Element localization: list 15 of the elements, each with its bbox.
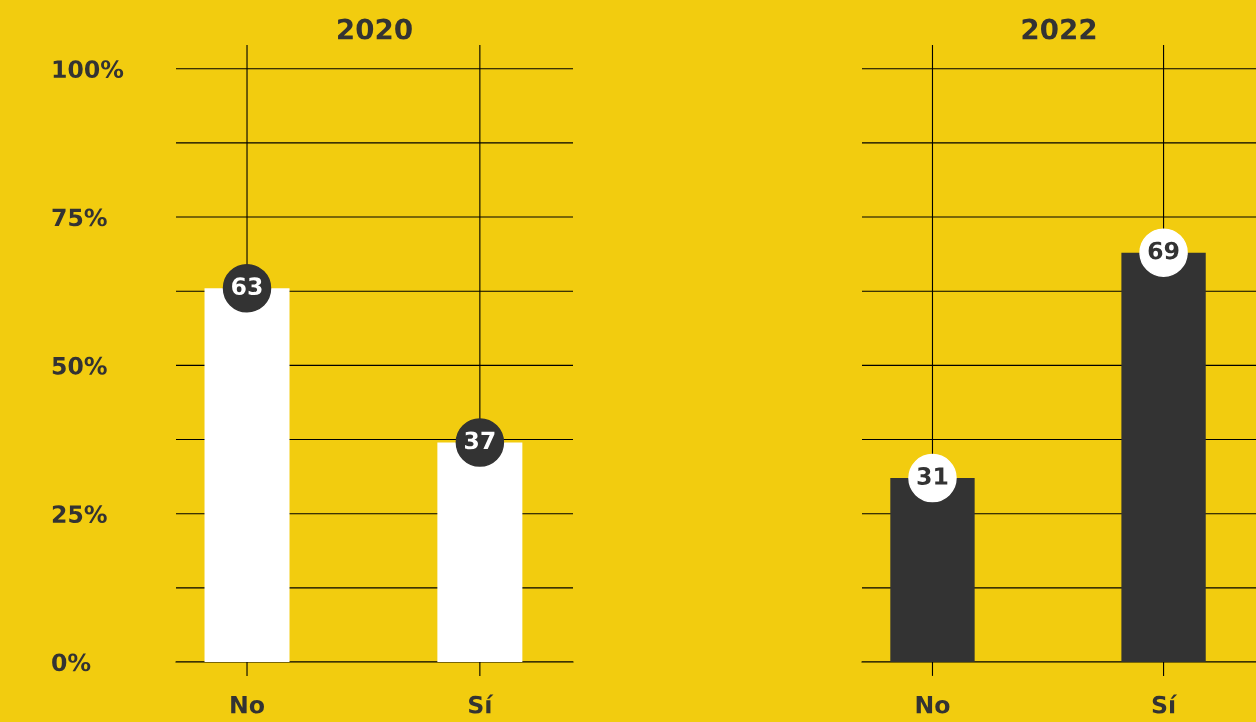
y-tick-label: 0% [52,653,91,672]
y-tick-label: 75% [52,208,107,227]
data-label: 31 [917,467,948,485]
x-tick-label: No [916,696,950,714]
x-tick-label: Sí [469,694,494,714]
x-tick-label: Sí [1152,694,1178,714]
y-tick-label: 50% [52,356,107,375]
x-tick-label: No [231,696,264,714]
data-label: 37 [465,431,495,450]
data-label: 69 [1148,241,1179,260]
chart-title: 2020 [338,18,412,40]
y-tick-label: 25% [52,505,107,523]
y-tick-label: 100% [53,60,124,79]
chart-title: 2022 [1022,18,1096,40]
data-label: 63 [232,277,262,296]
